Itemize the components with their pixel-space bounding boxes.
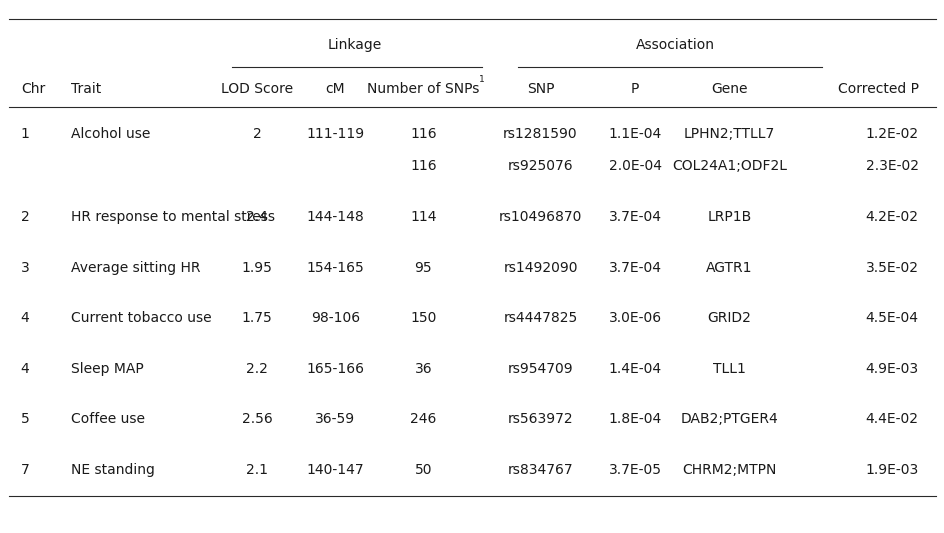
Text: rs954709: rs954709 — [507, 362, 573, 376]
Text: 1.1E-04: 1.1E-04 — [608, 127, 661, 141]
Text: cM: cM — [326, 82, 345, 96]
Text: rs10496870: rs10496870 — [498, 210, 582, 224]
Text: 1: 1 — [21, 127, 29, 141]
Text: Current tobacco use: Current tobacco use — [71, 311, 211, 325]
Text: 165-166: 165-166 — [306, 362, 364, 376]
Text: 2.0E-04: 2.0E-04 — [608, 159, 661, 173]
Text: SNP: SNP — [526, 82, 554, 96]
Text: 1.95: 1.95 — [242, 261, 272, 274]
Text: 50: 50 — [414, 463, 431, 477]
Text: 3: 3 — [21, 261, 29, 274]
Text: rs925076: rs925076 — [507, 159, 573, 173]
Text: LOD Score: LOD Score — [221, 82, 293, 96]
Text: 7: 7 — [21, 463, 29, 477]
Text: NE standing: NE standing — [71, 463, 155, 477]
Text: 116: 116 — [410, 127, 436, 141]
Text: 140-147: 140-147 — [307, 463, 363, 477]
Text: Linkage: Linkage — [327, 38, 381, 52]
Text: 114: 114 — [410, 210, 436, 224]
Text: 3.7E-04: 3.7E-04 — [608, 261, 661, 274]
Text: TLL1: TLL1 — [713, 362, 745, 376]
Text: 246: 246 — [410, 413, 436, 426]
Text: CHRM2;MTPN: CHRM2;MTPN — [682, 463, 776, 477]
Text: 1.8E-04: 1.8E-04 — [608, 413, 661, 426]
Text: 5: 5 — [21, 413, 29, 426]
Text: 2.4: 2.4 — [245, 210, 268, 224]
Text: 36-59: 36-59 — [315, 413, 355, 426]
Text: 2: 2 — [252, 127, 261, 141]
Text: LPHN2;TTLL7: LPHN2;TTLL7 — [683, 127, 774, 141]
Text: Coffee use: Coffee use — [71, 413, 144, 426]
Text: 36: 36 — [414, 362, 431, 376]
Text: Corrected P: Corrected P — [836, 82, 918, 96]
Text: rs834767: rs834767 — [507, 463, 573, 477]
Text: 4.5E-04: 4.5E-04 — [865, 311, 918, 325]
Text: 1.2E-02: 1.2E-02 — [865, 127, 918, 141]
Text: COL24A1;ODF2L: COL24A1;ODF2L — [671, 159, 786, 173]
Text: Trait: Trait — [71, 82, 101, 96]
Text: Average sitting HR: Average sitting HR — [71, 261, 200, 274]
Text: 1.9E-03: 1.9E-03 — [865, 463, 918, 477]
Text: 111-119: 111-119 — [306, 127, 364, 141]
Text: 1: 1 — [479, 75, 484, 84]
Text: Chr: Chr — [21, 82, 45, 96]
Text: GRID2: GRID2 — [707, 311, 750, 325]
Text: AGTR1: AGTR1 — [705, 261, 752, 274]
Text: Alcohol use: Alcohol use — [71, 127, 150, 141]
Text: 3.7E-05: 3.7E-05 — [608, 463, 661, 477]
Text: 95: 95 — [414, 261, 431, 274]
Text: LRP1B: LRP1B — [707, 210, 750, 224]
Text: rs1492090: rs1492090 — [503, 261, 577, 274]
Text: rs1281590: rs1281590 — [503, 127, 577, 141]
Text: 1.4E-04: 1.4E-04 — [608, 362, 661, 376]
Text: HR response to mental stress: HR response to mental stress — [71, 210, 275, 224]
Text: 3.0E-06: 3.0E-06 — [608, 311, 661, 325]
Text: 150: 150 — [410, 311, 436, 325]
Text: 4: 4 — [21, 362, 29, 376]
Text: rs4447825: rs4447825 — [503, 311, 577, 325]
Text: P: P — [631, 82, 638, 96]
Text: 4: 4 — [21, 311, 29, 325]
Text: 2.2: 2.2 — [245, 362, 268, 376]
Text: Sleep MAP: Sleep MAP — [71, 362, 143, 376]
Text: 3.7E-04: 3.7E-04 — [608, 210, 661, 224]
Text: 144-148: 144-148 — [306, 210, 364, 224]
Text: 1.75: 1.75 — [242, 311, 272, 325]
Text: 2.56: 2.56 — [242, 413, 272, 426]
Text: 116: 116 — [410, 159, 436, 173]
Text: Association: Association — [635, 38, 715, 52]
Text: 2: 2 — [21, 210, 29, 224]
Text: 4.4E-02: 4.4E-02 — [865, 413, 918, 426]
Text: 2.1: 2.1 — [245, 463, 268, 477]
Text: 3.5E-02: 3.5E-02 — [865, 261, 918, 274]
Text: 2.3E-02: 2.3E-02 — [865, 159, 918, 173]
Text: DAB2;PTGER4: DAB2;PTGER4 — [680, 413, 778, 426]
Text: Gene: Gene — [711, 82, 747, 96]
Text: 4.9E-03: 4.9E-03 — [865, 362, 918, 376]
Text: 4.2E-02: 4.2E-02 — [865, 210, 918, 224]
Text: 98-106: 98-106 — [311, 311, 360, 325]
Text: Number of SNPs: Number of SNPs — [367, 82, 479, 96]
Text: rs563972: rs563972 — [507, 413, 573, 426]
Text: 154-165: 154-165 — [306, 261, 364, 274]
